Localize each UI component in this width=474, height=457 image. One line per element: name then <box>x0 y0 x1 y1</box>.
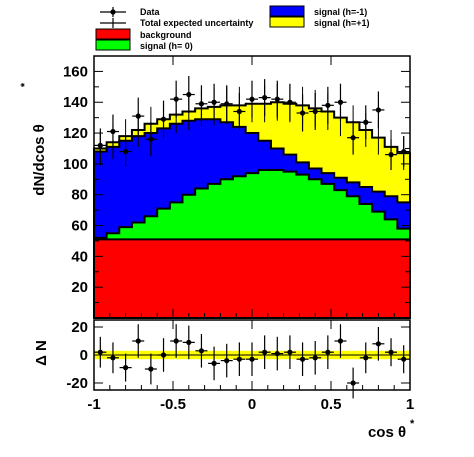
residual-point <box>110 355 116 361</box>
residual-point <box>173 338 179 344</box>
residual-point <box>211 360 217 366</box>
residual-point <box>224 358 230 364</box>
x-tick-label: 1 <box>406 396 414 413</box>
residual-point <box>274 351 280 357</box>
residual-point <box>97 349 103 355</box>
y-tick-label: 20 <box>71 319 88 336</box>
data-point <box>287 99 293 105</box>
data-point <box>148 136 154 142</box>
residual-point <box>198 348 205 354</box>
residual-point <box>160 352 167 358</box>
data-point <box>186 91 192 98</box>
x-axis-label-superscript: * <box>410 418 415 430</box>
distribution-panel: 20 40 60 80 100 120 140 160 <box>63 55 411 319</box>
data-point <box>97 142 103 148</box>
bottom-y-axis-label: Δ N <box>33 340 50 366</box>
data-point <box>401 148 407 155</box>
y-tick-label: 80 <box>71 187 88 204</box>
y-tick-label: 100 <box>63 156 88 173</box>
residual-point <box>299 356 306 362</box>
residual-point <box>401 356 407 362</box>
residual-point <box>337 338 344 344</box>
legend-swatch <box>269 5 305 17</box>
residual-point <box>186 339 192 345</box>
residual-point <box>287 349 293 355</box>
residual-point <box>135 338 141 344</box>
data-point <box>211 99 217 105</box>
data-point <box>135 113 141 119</box>
y-tick-label: 40 <box>71 248 88 265</box>
y-tick-label: 140 <box>63 94 88 111</box>
data-point <box>274 96 280 102</box>
x-tick-label: -0.5 <box>160 396 186 413</box>
data-point <box>123 148 129 155</box>
data-point <box>198 101 205 107</box>
residual-point <box>312 355 318 361</box>
data-point <box>350 135 356 141</box>
top-y-axis-label: dN/dcos θ <box>31 124 48 195</box>
x-tick-label: 0 <box>248 396 256 413</box>
series-background <box>93 238 411 319</box>
residual-point <box>363 355 369 361</box>
y-tick-label: 20 <box>71 279 88 296</box>
x-tick-label: 0.5 <box>321 396 342 413</box>
data-point <box>388 152 394 158</box>
y-tick-label: 120 <box>63 125 88 142</box>
residual-point <box>148 366 154 372</box>
legend-swatch-marker <box>110 9 116 15</box>
data-point <box>249 96 255 102</box>
data-point <box>312 108 318 115</box>
residual-point <box>249 356 255 362</box>
data-point <box>236 108 242 115</box>
data-point <box>375 107 381 113</box>
data-point <box>363 119 369 125</box>
data-point <box>299 110 306 116</box>
residual-point <box>262 349 268 355</box>
residual-point <box>375 341 381 347</box>
data-point <box>173 96 179 102</box>
legend-label: Total expected uncertainty <box>140 18 253 28</box>
top-y-axis-label-superscript: * <box>19 82 31 87</box>
residual-point <box>388 349 394 355</box>
residual-point <box>350 380 356 386</box>
x-tick-label: -1 <box>87 396 100 413</box>
residual-point <box>123 365 129 371</box>
legend-label: signal (h=-1) <box>314 7 367 17</box>
y-tick-label: 160 <box>63 63 88 80</box>
legend-label: background <box>140 30 192 40</box>
residual-panel: -20 0 20 -1 -0.5 0 0.5 1 <box>66 319 414 413</box>
y-tick-label: 60 <box>71 218 88 235</box>
residual-point <box>325 349 331 355</box>
data-point <box>110 128 116 135</box>
data-point <box>337 99 344 105</box>
x-axis-label: cos θ <box>368 424 406 441</box>
legend-label: Data <box>140 7 161 17</box>
legend-label: signal (h=+1) <box>314 18 370 28</box>
data-point <box>325 102 331 108</box>
y-tick-label: 0 <box>80 347 88 364</box>
legend-swatch <box>269 16 305 28</box>
residual-point <box>236 356 242 362</box>
data-point <box>160 116 167 122</box>
data-point <box>224 101 230 107</box>
data-point <box>262 95 268 101</box>
legend-swatch <box>95 39 131 51</box>
legend-swatch <box>95 28 131 40</box>
y-tick-label: -20 <box>66 375 88 392</box>
legend-label: signal (h= 0) <box>140 41 193 51</box>
